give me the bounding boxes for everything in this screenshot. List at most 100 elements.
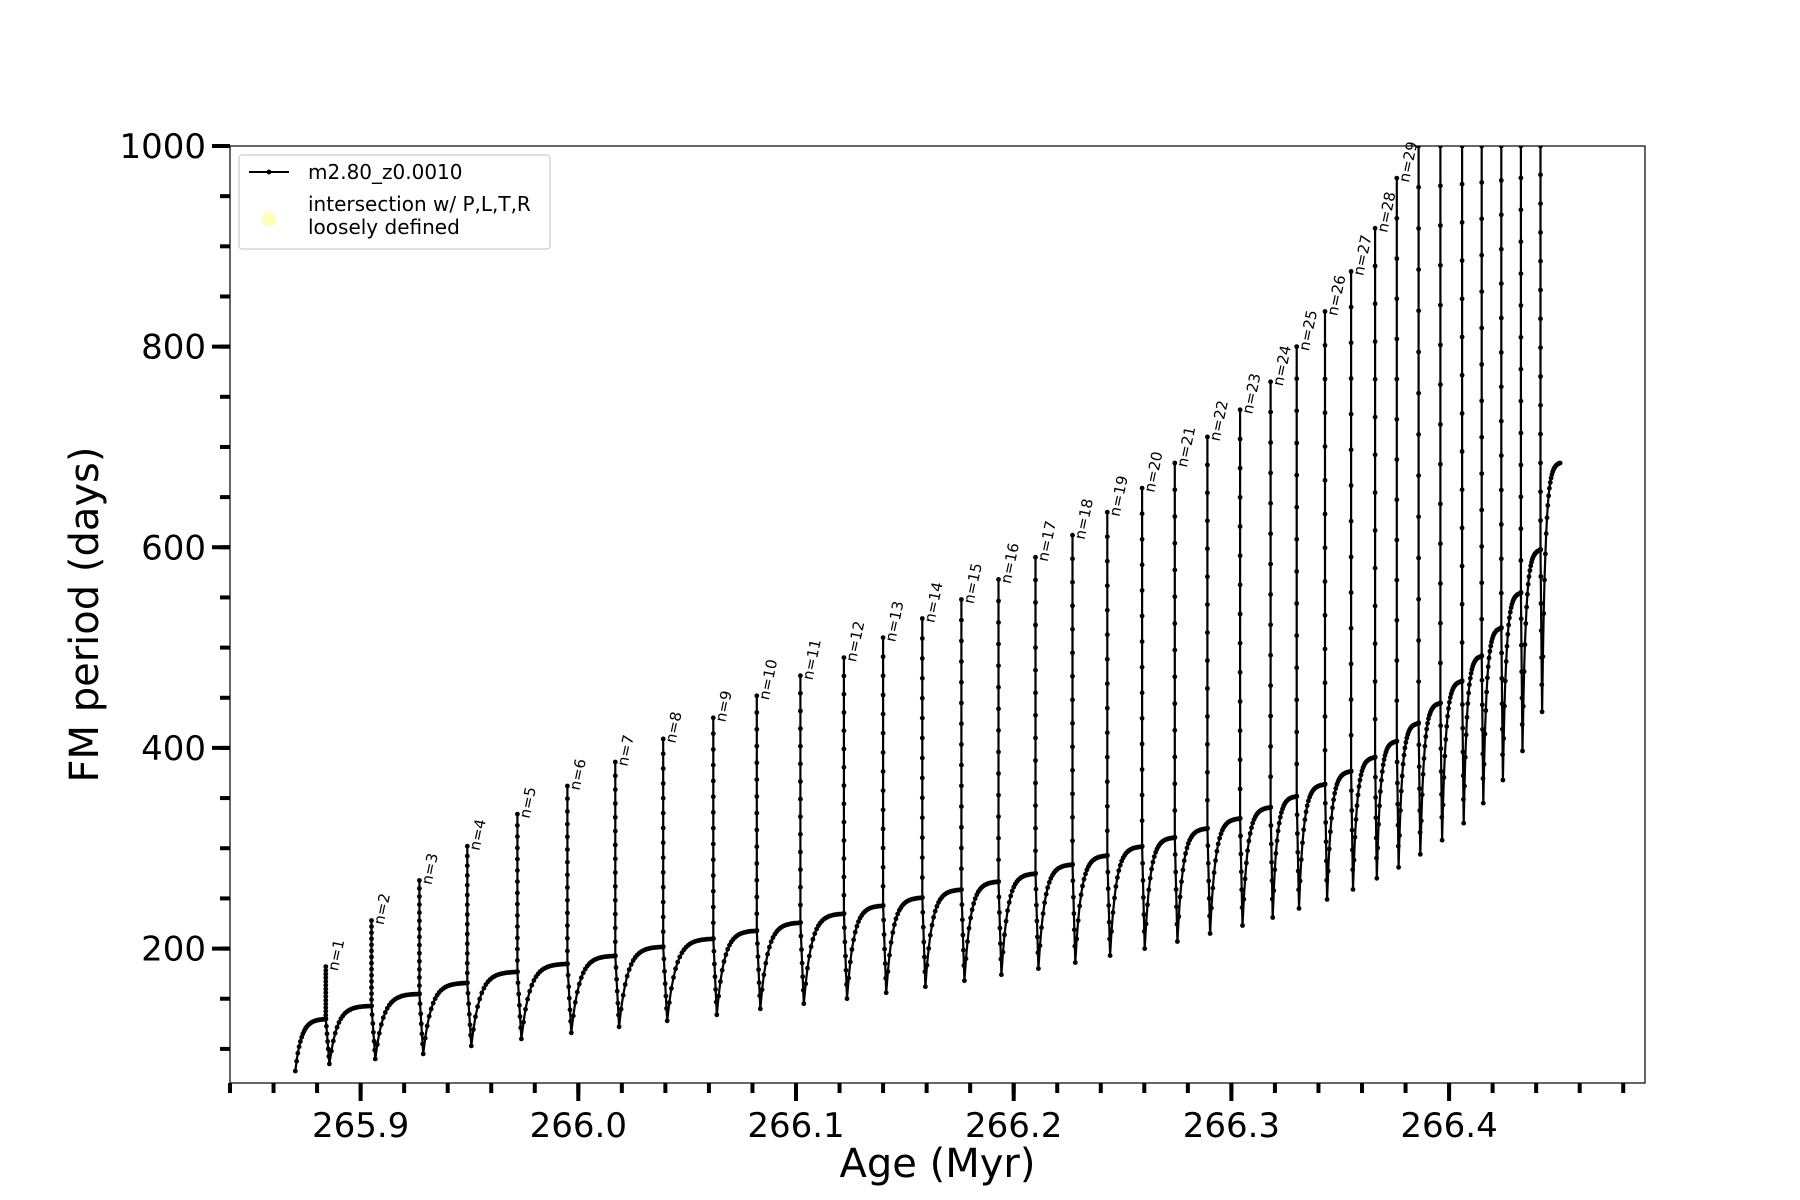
data-point: [572, 1000, 578, 1005]
data-point: [1498, 350, 1504, 355]
data-point: [369, 942, 374, 948]
data-point: [880, 903, 886, 908]
data-point: [997, 925, 1003, 931]
data-point: [369, 966, 374, 972]
data-point: [1356, 784, 1362, 789]
data-point: [1479, 398, 1485, 404]
data-point: [718, 979, 723, 984]
data-point: [798, 884, 803, 890]
data-point: [565, 910, 570, 916]
data-point: [1518, 430, 1524, 436]
data-point: [841, 838, 847, 843]
data-point: [1172, 460, 1178, 466]
data-point: [1177, 894, 1183, 900]
data-point: [515, 946, 520, 952]
data-point: [1268, 470, 1273, 476]
data-point: [714, 1012, 720, 1018]
data-point: [1505, 631, 1511, 637]
data-point: [1205, 462, 1210, 468]
data-point: [1303, 809, 1309, 815]
data-point: [755, 954, 761, 959]
data-point: [1547, 485, 1552, 491]
data-point: [1416, 596, 1421, 602]
data-point: [1294, 569, 1300, 574]
data-point: [798, 867, 803, 872]
data-point: [810, 936, 816, 942]
data-point: [294, 1058, 299, 1064]
data-point: [759, 987, 765, 993]
data-point: [996, 771, 1001, 776]
data-point: [919, 835, 925, 840]
data-point: [1528, 563, 1534, 569]
data-point: [515, 969, 520, 974]
data-point: [371, 1029, 376, 1035]
data-point: [851, 937, 856, 943]
data-point: [324, 1023, 329, 1029]
data-point: [565, 796, 570, 802]
data-point: [1035, 934, 1040, 940]
data-point: [612, 801, 618, 806]
data-point: [798, 796, 803, 802]
data-point: [1324, 858, 1329, 864]
data-point: [1416, 432, 1421, 437]
data-point: [798, 920, 803, 925]
data-point: [1460, 749, 1466, 755]
data-point: [919, 815, 925, 821]
data-point: [324, 1031, 330, 1037]
data-point: [1394, 416, 1400, 422]
data-point: [1033, 690, 1038, 696]
data-point: [1498, 384, 1504, 390]
data-point: [298, 1039, 303, 1044]
data-point: [1139, 767, 1145, 772]
data-point: [1205, 825, 1210, 831]
data-point: [919, 875, 925, 880]
pulse-label-n5: n=5: [516, 785, 540, 820]
data-point: [1105, 869, 1111, 875]
data-point: [712, 974, 718, 980]
data-point: [372, 1047, 378, 1053]
data-point: [1172, 674, 1178, 680]
data-point: [1237, 699, 1243, 704]
data-point: [574, 989, 580, 995]
data-point: [1438, 769, 1444, 774]
data-point: [471, 1027, 476, 1032]
data-point: [959, 742, 964, 747]
data-point: [1373, 815, 1379, 821]
data-point: [565, 859, 570, 865]
data-point: [1349, 827, 1355, 833]
data-point: [1498, 246, 1504, 252]
data-point: [1479, 507, 1485, 513]
data-point: [1070, 673, 1075, 679]
data-point: [841, 783, 847, 788]
legend-label-intersection: intersection w/ P,L,T,R loosely defined: [308, 192, 531, 239]
x-tick-label: 265.9: [312, 1106, 409, 1146]
data-point: [712, 961, 717, 967]
data-point: [1518, 398, 1524, 404]
data-point: [1518, 146, 1524, 149]
data-point: [1486, 655, 1492, 661]
data-point: [565, 834, 570, 840]
data-point: [1447, 695, 1453, 700]
data-point: [1206, 878, 1212, 884]
data-point: [1174, 921, 1180, 927]
data-point: [1070, 532, 1075, 538]
data-point: [660, 944, 666, 949]
data-point: [1518, 207, 1524, 213]
data-point: [1332, 790, 1338, 796]
data-point: [1205, 843, 1211, 849]
data-point: [1149, 866, 1154, 872]
data-point: [323, 1016, 329, 1022]
data-point: [369, 991, 374, 996]
data-point: [754, 827, 760, 833]
data-point: [1033, 645, 1038, 650]
data-point: [1070, 626, 1075, 632]
data-point: [1460, 773, 1466, 779]
data-point: [961, 947, 966, 953]
data-point: [523, 1006, 528, 1012]
data-point: [612, 856, 618, 862]
data-point: [1480, 751, 1486, 757]
data-point: [1070, 720, 1075, 726]
data-point: [1033, 758, 1038, 763]
data-point: [1506, 622, 1511, 628]
data-point: [565, 961, 570, 966]
